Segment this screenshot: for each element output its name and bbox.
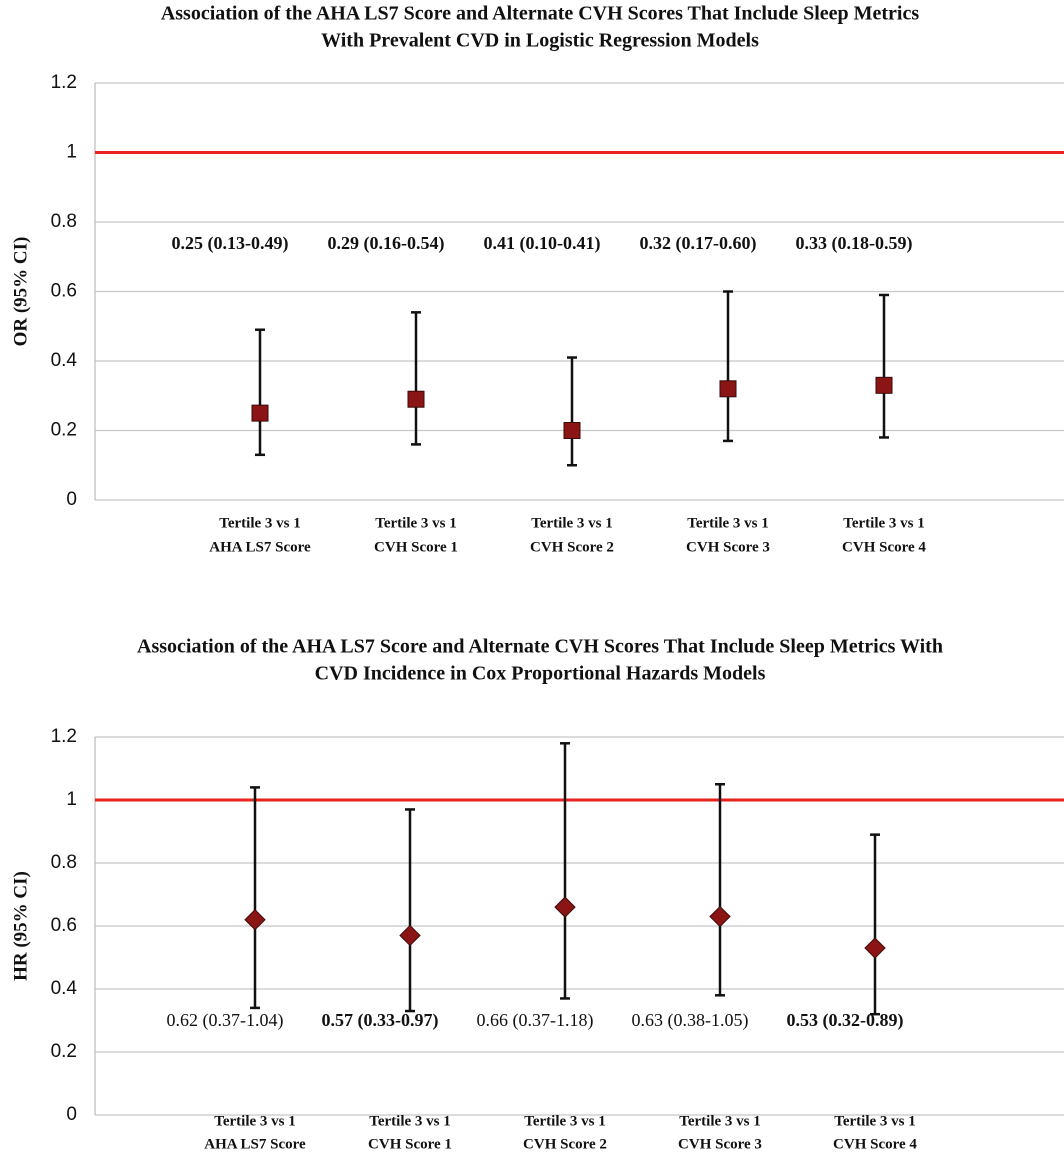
x-tick-label: CVH Score 1	[374, 539, 458, 555]
x-tick-label: AHA LS7 Score	[209, 539, 311, 555]
x-tick-label: Tertile 3 vs 1	[687, 515, 769, 531]
y-tick-label: 0.2	[51, 420, 77, 441]
x-tick-label: CVH Score 3	[678, 1136, 762, 1152]
point-marker	[864, 937, 886, 959]
x-tick-label: CVH Score 4	[833, 1136, 917, 1152]
point-marker	[251, 404, 269, 422]
x-tick-label: CVH Score 1	[368, 1136, 452, 1152]
point-marker	[554, 896, 576, 918]
y-tick-label: 0.6	[51, 281, 77, 302]
y-tick-label: 0.2	[51, 1041, 77, 1062]
x-tick-label: Tertile 3 vs 1	[524, 1113, 606, 1129]
y-tick-label: 1	[66, 142, 77, 163]
chart-title: Association of the AHA LS7 Score and Alt…	[161, 3, 920, 25]
estimate-annotation: 0.25 (0.13-0.49)	[172, 233, 289, 254]
x-tick-label: Tertile 3 vs 1	[219, 515, 301, 531]
y-tick-label: 0.6	[51, 915, 77, 936]
x-tick-label: CVH Score 4	[842, 539, 926, 555]
point-marker	[399, 924, 421, 947]
estimate-annotation: 0.57 (0.33-0.97)	[322, 1010, 439, 1031]
y-tick-label: 0.8	[51, 211, 77, 232]
estimate-annotation: 0.33 (0.18-0.59)	[796, 233, 913, 254]
x-tick-label: Tertile 3 vs 1	[369, 1113, 451, 1129]
x-tick-label: AHA LS7 Score	[204, 1136, 306, 1152]
x-tick-label: Tertile 3 vs 1	[679, 1113, 761, 1129]
chart-title: Association of the AHA LS7 Score and Alt…	[137, 636, 943, 658]
x-tick-label: CVH Score 3	[686, 539, 770, 555]
point-marker	[563, 422, 581, 439]
y-axis-label: HR (95% CI)	[10, 871, 31, 981]
point-marker	[709, 905, 731, 928]
x-tick-label: Tertile 3 vs 1	[375, 515, 457, 531]
estimate-annotation: 0.66 (0.37-1.18)	[477, 1010, 594, 1031]
x-tick-label: CVH Score 2	[523, 1136, 607, 1152]
estimate-annotation: 0.32 (0.17-0.60)	[640, 233, 757, 254]
y-tick-label: 0	[66, 489, 77, 510]
y-tick-label: 1.2	[51, 726, 77, 747]
estimate-annotation: 0.53 (0.32-0.89)	[787, 1010, 904, 1031]
chart-title: CVD Incidence in Cox Proportional Hazard…	[315, 663, 766, 685]
point-marker	[407, 390, 425, 408]
x-tick-label: Tertile 3 vs 1	[843, 515, 925, 531]
y-tick-label: 0.8	[51, 852, 77, 873]
y-tick-label: 1	[66, 789, 77, 810]
estimate-annotation: 0.62 (0.37-1.04)	[167, 1010, 284, 1031]
x-tick-label: Tertile 3 vs 1	[834, 1113, 916, 1129]
point-marker	[719, 380, 737, 398]
x-tick-label: CVH Score 2	[530, 539, 614, 555]
chart-title: With Prevalent CVD in Logistic Regressio…	[321, 30, 759, 52]
point-marker	[875, 376, 893, 394]
y-tick-label: 0	[66, 1104, 77, 1125]
point-marker	[244, 908, 266, 931]
y-axis-label: OR (95% CI)	[10, 237, 31, 347]
x-tick-label: Tertile 3 vs 1	[214, 1113, 296, 1129]
estimate-annotation: 0.63 (0.38-1.05)	[632, 1010, 749, 1031]
y-tick-label: 0.4	[51, 350, 78, 371]
y-tick-label: 0.4	[51, 978, 78, 999]
y-tick-label: 1.2	[51, 72, 77, 93]
estimate-annotation: 0.41 (0.10-0.41)	[484, 233, 601, 254]
estimate-annotation: 0.29 (0.16-0.54)	[328, 233, 445, 254]
x-tick-label: Tertile 3 vs 1	[531, 515, 613, 531]
